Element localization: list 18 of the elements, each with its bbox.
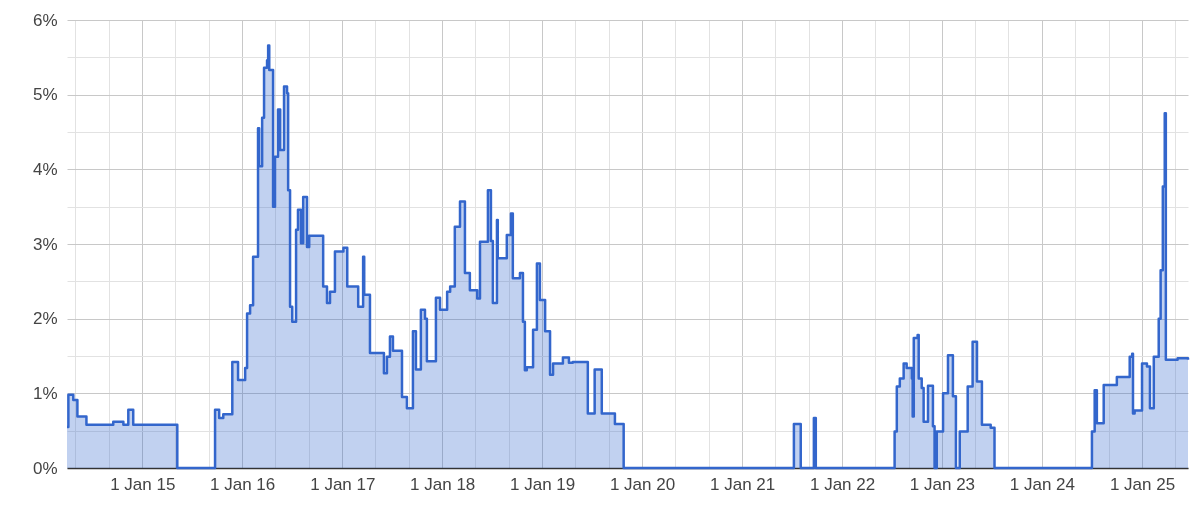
x-tick-label: 1 Jan 20 (609, 474, 676, 494)
y-tick-label: 6% (32, 10, 58, 30)
x-tick-label: 1 Jan 17 (310, 474, 376, 494)
x-tick-label: 1 Jan 18 (410, 474, 476, 494)
x-tick-label: 1 Jan 24 (1009, 474, 1075, 494)
x-tick-label: 1 Jan 21 (710, 474, 776, 494)
y-tick-label: 3% (32, 234, 58, 254)
y-tick-label: 1% (32, 383, 58, 403)
x-tick-label: 1 Jan 23 (909, 474, 976, 494)
x-tick-label: 1 Jan 15 (110, 474, 176, 494)
x-tick-label: 1 Jan 25 (1109, 474, 1176, 494)
y-tick-label: 4% (32, 159, 58, 179)
y-tick-label: 5% (32, 85, 58, 105)
y-tick-label: 0% (32, 458, 58, 478)
x-tick-label: 1 Jan 19 (509, 474, 576, 494)
y-tick-label: 2% (32, 309, 58, 329)
x-tick-label: 1 Jan 16 (210, 474, 276, 494)
x-tick-label: 1 Jan 22 (809, 474, 876, 494)
